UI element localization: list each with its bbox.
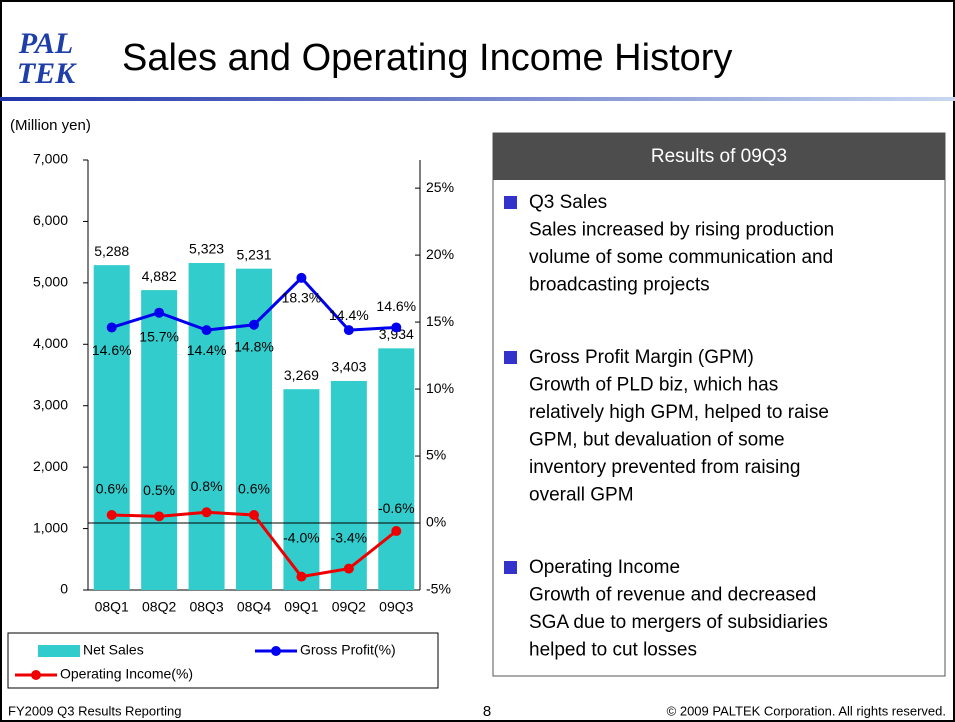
copyright: © 2009 PALTEK Corporation. All rights re… xyxy=(667,703,946,718)
point xyxy=(249,319,259,330)
y-axis-label: (Million yen) xyxy=(10,117,91,134)
bar xyxy=(283,389,320,590)
point xyxy=(391,322,402,333)
y-tick-label: 0 xyxy=(60,581,68,597)
point-label: 14.6% xyxy=(376,298,416,314)
item-text: GPM, but devaluation of some xyxy=(529,430,785,451)
legend-marker xyxy=(271,646,281,656)
y2-tick-label: 10% xyxy=(426,380,454,396)
item-heading: Operating Income xyxy=(529,557,680,578)
x-tick-label: 08Q2 xyxy=(142,599,176,615)
slide-title: Sales and Operating Income History xyxy=(122,37,732,79)
bullet xyxy=(504,196,517,209)
point xyxy=(154,307,165,318)
bar-label: 5,288 xyxy=(94,243,129,259)
legend-label: Gross Profit(%) xyxy=(300,642,396,658)
bar xyxy=(378,348,415,590)
footer-left: FY2009 Q3 Results Reporting xyxy=(8,703,181,718)
bar xyxy=(236,268,272,590)
point-label: 15.7% xyxy=(139,328,179,344)
item-heading: Q3 Sales xyxy=(529,192,607,213)
y-tick-label: 5,000 xyxy=(33,274,68,290)
y-tick-label: 1,000 xyxy=(33,519,68,535)
bar xyxy=(141,290,178,590)
y-tick-label: 3,000 xyxy=(33,396,68,412)
item-text: Sales increased by rising production xyxy=(529,220,834,241)
y-tick-label: 6,000 xyxy=(33,212,68,228)
point-label: 0.5% xyxy=(143,482,175,498)
point xyxy=(296,272,307,283)
item-text: Growth of PLD biz, which has xyxy=(529,375,778,396)
item-text: broadcasting projects xyxy=(529,275,710,296)
bar-label: 3,269 xyxy=(284,367,319,383)
logo-bottom: TEK xyxy=(17,57,77,90)
x-tick-label: 09Q2 xyxy=(332,599,366,615)
item-text: volume of some communication and xyxy=(529,247,833,268)
point-label: 0.6% xyxy=(96,481,128,497)
item-text: overall GPM xyxy=(529,485,634,506)
bar xyxy=(188,263,225,590)
panel-header xyxy=(493,133,945,180)
y2-tick-label: 15% xyxy=(426,313,454,329)
y2-tick-label: 0% xyxy=(426,514,446,530)
point-label: 18.3% xyxy=(282,290,322,306)
point xyxy=(296,571,307,582)
x-tick-label: 09Q3 xyxy=(379,599,413,615)
y-tick-label: 4,000 xyxy=(33,335,68,351)
bar-label: 4,882 xyxy=(142,268,177,284)
y-tick-label: 7,000 xyxy=(33,151,68,167)
item-text: SGA due to mergers of subsidiaries xyxy=(529,612,828,633)
bar-label: 5,231 xyxy=(236,246,271,262)
bar-label: 5,323 xyxy=(189,241,224,257)
y2-tick-label: 5% xyxy=(426,447,446,463)
y2-tick-label: -5% xyxy=(426,581,451,597)
bar xyxy=(93,265,130,590)
bar xyxy=(330,380,367,590)
point-label: 0.8% xyxy=(191,478,223,494)
item-text: Growth of revenue and decreased xyxy=(529,585,816,606)
page-number: 8 xyxy=(483,703,491,720)
x-tick-label: 08Q3 xyxy=(189,599,223,615)
point xyxy=(391,526,402,537)
point xyxy=(343,563,354,574)
item-text: inventory prevented from raising xyxy=(529,457,800,478)
y-tick-label: 2,000 xyxy=(33,458,68,474)
item-text: helped to cut losses xyxy=(529,640,697,661)
y2-tick-label: 20% xyxy=(426,246,454,262)
logo-top: PAL xyxy=(18,27,73,60)
item-text: relatively high GPM, helped to raise xyxy=(529,402,829,423)
point xyxy=(249,509,259,520)
bar-label: 3,403 xyxy=(331,359,366,375)
point xyxy=(106,509,117,520)
point xyxy=(201,507,212,518)
x-tick-label: 09Q1 xyxy=(284,599,318,615)
point-label: -3.4% xyxy=(331,529,368,545)
point xyxy=(201,325,212,336)
legend-label: Net Sales xyxy=(83,642,144,658)
legend-box xyxy=(7,632,439,689)
point-label: 14.8% xyxy=(234,338,274,354)
y2-tick-label: 25% xyxy=(426,179,454,195)
legend-swatch xyxy=(38,645,80,657)
panel-title: Results of 09Q3 xyxy=(651,146,787,167)
point-label: -0.6% xyxy=(378,500,415,516)
point-label: 14.4% xyxy=(187,342,227,358)
bullet xyxy=(504,561,517,574)
point xyxy=(343,325,354,336)
legend-label: Operating Income(%) xyxy=(60,666,193,682)
header-rule xyxy=(0,97,955,101)
legend-marker xyxy=(31,670,41,680)
point-label: -4.0% xyxy=(283,529,320,545)
bar-label: 3,934 xyxy=(379,326,414,342)
x-tick-label: 08Q1 xyxy=(95,599,129,615)
point xyxy=(154,511,165,522)
point-label: 0.6% xyxy=(238,481,270,497)
point-label: 14.4% xyxy=(329,307,369,323)
x-tick-label: 08Q4 xyxy=(237,599,271,615)
bullet xyxy=(504,351,517,364)
item-heading: Gross Profit Margin (GPM) xyxy=(529,347,754,368)
point-label: 14.6% xyxy=(92,342,132,358)
point xyxy=(106,322,117,333)
